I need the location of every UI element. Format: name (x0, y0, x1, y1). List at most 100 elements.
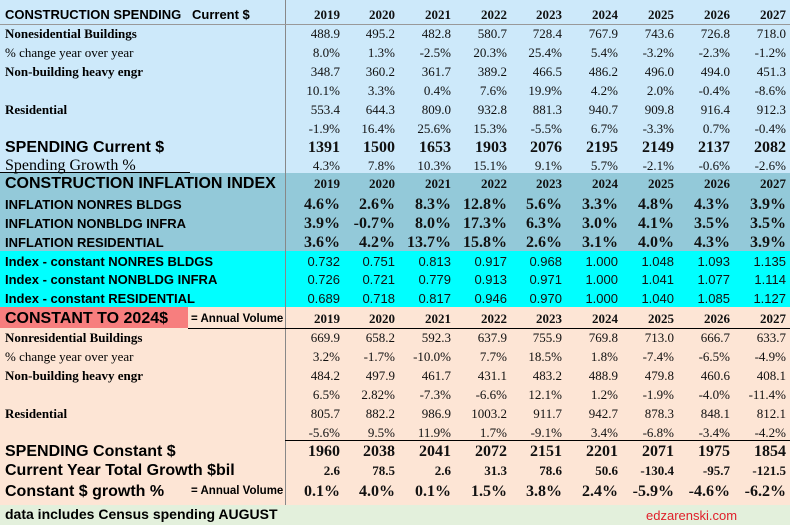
cell-2022: 20.3% (473, 45, 507, 60)
cell-2025: -3.3% (642, 121, 674, 136)
cell-2026: 0.7% (702, 121, 730, 136)
cell-2021: 0.779 (418, 272, 451, 287)
cell-2024: 1.8% (590, 349, 618, 364)
current-row: Non-building heavy engr 348.7 360.2 361.7 38… (0, 62, 790, 81)
row-label: INFLATION NONBLDG INFRA (5, 216, 187, 231)
cell-2024: 3.4% (590, 425, 618, 440)
cell-2025: 1.041 (641, 272, 674, 287)
footer-note: data includes Census spending AUGUST (5, 506, 278, 522)
current-row: % change year over year 8.0% 1.3% -2.5% 20.3… (0, 43, 790, 62)
cell-2023: -9.1% (530, 425, 562, 440)
cell-2026: 4.3% (694, 234, 730, 251)
cell-2027: 1.127 (753, 291, 786, 306)
cell-2026: -2.3% (698, 45, 730, 60)
cell-2020: 4.2% (359, 234, 395, 251)
cell-2024: 2.4% (582, 483, 618, 500)
cell-2019: 3.2% (312, 349, 340, 364)
cell-2027: 2027 (760, 311, 786, 326)
row-label: Spending Growth % (5, 157, 136, 174)
constant-row: Non-building heavy engr 484.2 497.9 461.7 43… (0, 366, 790, 385)
cell-2023: 5.6% (526, 196, 562, 213)
inflation-row: Index - constant NONBLDG INFRA 0.726 0.721… (0, 270, 790, 289)
header-underline (0, 24, 790, 25)
row-label: CONSTANT TO 2024$ (5, 310, 169, 327)
cell-2022: 17.3% (463, 215, 507, 232)
cell-2023: 6.3% (526, 215, 562, 232)
cell-2023: 9.1% (534, 158, 562, 173)
cell-2027: 2082 (754, 139, 786, 156)
cell-2027: -6.2% (744, 483, 786, 500)
cell-2027: 633.7 (756, 330, 786, 345)
cell-2019: 488.9 (310, 26, 340, 41)
cell-2027: 1.135 (753, 254, 786, 269)
cell-2021: 10.3% (417, 158, 451, 173)
cell-2025: 2.0% (646, 83, 674, 98)
cell-2026: 848.1 (700, 406, 730, 421)
cell-2023: 25.4% (528, 45, 562, 60)
row-label: Nonresidential Buildings (5, 330, 143, 345)
cell-2024: 2024 (592, 7, 618, 22)
row-label: Nonesidential Buildings (5, 26, 137, 41)
cell-2020: 78.5 (372, 463, 395, 478)
inflation-header-row: CONSTRUCTION INFLATION INDEX 2019 2020 2021… (0, 174, 790, 193)
cell-2026: -3.4% (698, 425, 730, 440)
cell-2022: 15.3% (473, 121, 507, 136)
cell-2026: 1.085 (697, 291, 730, 306)
cell-2022: 1.7% (479, 425, 507, 440)
cell-2019: 0.689 (307, 291, 340, 306)
current-header-row: CONSTRUCTION SPENDING 2019 2020 2021 2022 202… (0, 5, 790, 24)
cell-2024: 3.0% (582, 215, 618, 232)
cell-2020: 2.82% (361, 387, 395, 402)
cell-2022: 12.8% (463, 196, 507, 213)
cell-2022: -6.6% (475, 387, 507, 402)
cell-2020: 2020 (369, 176, 395, 191)
cell-2021: -10.0% (413, 349, 451, 364)
cell-2024: 767.9 (588, 26, 618, 41)
row-label: Residential (5, 406, 68, 421)
cell-2022: 7.7% (479, 349, 507, 364)
cell-2026: -0.4% (698, 83, 730, 98)
cell-2026: 1.077 (697, 272, 730, 287)
cell-2026: 2026 (704, 7, 730, 22)
row-label: CONSTRUCTION INFLATION INDEX (5, 175, 276, 192)
cell-2023: 728.4 (532, 26, 562, 41)
cell-2026: -95.7 (702, 463, 730, 478)
cell-2026: 2026 (704, 311, 730, 326)
row-label: % change year over year (5, 349, 134, 364)
cell-2020: 9.5% (367, 425, 395, 440)
cell-2023: 0.968 (529, 254, 562, 269)
cell-2022: 2072 (475, 443, 507, 460)
row-label: Constant $ growth % (5, 483, 165, 500)
cell-2024: 1.000 (585, 291, 618, 306)
cell-2021: 809.0 (421, 102, 451, 117)
cell-2024: 2195 (586, 139, 618, 156)
cell-2025: 743.6 (644, 26, 674, 41)
cell-2024: 5.4% (590, 45, 618, 60)
cell-2023: 2023 (536, 7, 562, 22)
cell-2023: 2.6% (526, 234, 562, 251)
cell-2020: 2020 (369, 7, 395, 22)
cell-2021: 8.3% (415, 196, 451, 213)
cell-2023: 881.3 (532, 102, 562, 117)
cell-2022: 2022 (481, 311, 507, 326)
cell-2020: -1.7% (363, 349, 395, 364)
cell-2025: -3.2% (642, 45, 674, 60)
cell-2021: 461.7 (421, 368, 451, 383)
cell-2019: 10.1% (306, 83, 340, 98)
cell-2021: 13.7% (407, 234, 451, 251)
cell-2023: 12.1% (528, 387, 562, 402)
cell-2025: -6.8% (642, 425, 674, 440)
current-row: SPENDING Current $ 1391 1500 1653 1903 2076 21… (0, 138, 790, 157)
cell-2019: 2.6 (323, 463, 340, 478)
cell-2024: 4.2% (590, 83, 618, 98)
row-label: Index - constant NONRES BLDGS (5, 254, 214, 269)
cell-2021: 25.6% (417, 121, 451, 136)
inflation-row: Index - constant NONRES BLDGS 0.732 0.751 0… (0, 252, 790, 271)
inflation-section (0, 173, 790, 251)
cell-2026: 4.3% (694, 196, 730, 213)
cell-2022: 1903 (475, 139, 507, 156)
current-row: Residential 553.4 644.3 809.0 932.8 881.3 940.… (0, 100, 790, 119)
cell-2024: 769.8 (588, 330, 618, 345)
cell-2022: 1003.2 (471, 406, 507, 421)
cell-2020: 644.3 (365, 102, 395, 117)
